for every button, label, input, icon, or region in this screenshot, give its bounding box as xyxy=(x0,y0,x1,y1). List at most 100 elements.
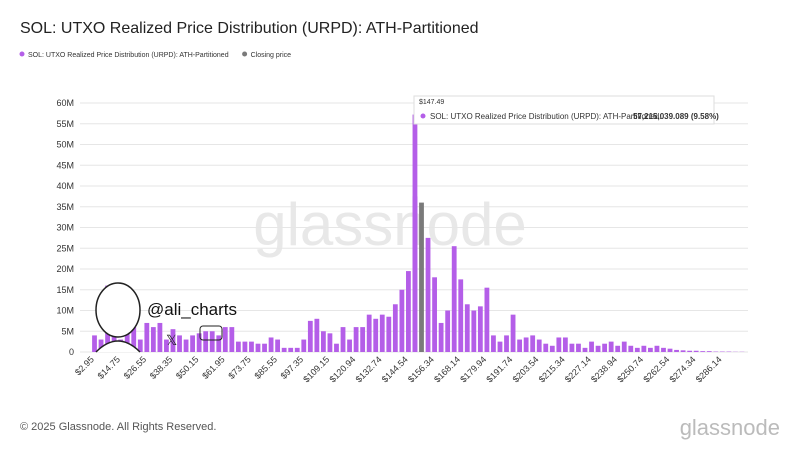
bar xyxy=(353,327,359,352)
footer: © 2025 Glassnode. All Rights Reserved. xyxy=(20,421,216,433)
footer-brand: glassnode xyxy=(680,415,780,440)
tooltip-dot xyxy=(420,113,426,119)
bar xyxy=(641,345,647,352)
bar xyxy=(170,329,176,352)
y-tick-label: 60M xyxy=(56,98,74,108)
bar xyxy=(471,310,477,352)
bar xyxy=(504,335,509,352)
tooltip-value: 57,215,039.089 (9.58%) xyxy=(633,112,719,121)
bar xyxy=(392,304,398,352)
chart-title: SOL: UTXO Realized Price Distribution (U… xyxy=(20,20,479,37)
legend-label: SOL: UTXO Realized Price Distribution (U… xyxy=(28,52,229,59)
bar xyxy=(621,341,627,352)
watermark: glassnode xyxy=(253,191,527,258)
bar xyxy=(314,318,320,352)
bar xyxy=(249,341,254,352)
bar xyxy=(131,327,137,352)
tooltip-text: SOL: UTXO Realized Price Distribution (U… xyxy=(430,112,661,121)
bar xyxy=(634,347,640,352)
y-tick-label: 30M xyxy=(56,223,74,233)
bar xyxy=(340,327,346,352)
tooltip-box xyxy=(413,95,715,125)
bar xyxy=(432,277,437,352)
y-tick-label: 45M xyxy=(56,160,74,170)
bar xyxy=(419,202,424,352)
x-icon: 𝕏 xyxy=(166,332,177,348)
bar xyxy=(693,350,699,352)
bar xyxy=(242,341,248,352)
bar xyxy=(674,349,679,352)
bar xyxy=(425,237,431,352)
y-tick-label: 55M xyxy=(56,119,74,129)
bar xyxy=(582,347,588,352)
bar xyxy=(517,339,522,352)
bar xyxy=(648,347,653,352)
bar xyxy=(334,343,339,352)
bar xyxy=(576,343,581,352)
bar xyxy=(530,335,536,352)
bar xyxy=(497,341,503,352)
bar xyxy=(556,337,562,352)
bar xyxy=(569,343,575,352)
bar xyxy=(562,337,568,352)
bar xyxy=(294,347,300,352)
youtube-icon xyxy=(199,325,223,341)
bar xyxy=(687,350,693,352)
y-tick-label: 50M xyxy=(56,140,74,150)
bar xyxy=(262,343,267,352)
avatar-body xyxy=(95,340,141,353)
bar xyxy=(589,341,594,352)
bar xyxy=(615,345,621,352)
bar xyxy=(667,348,673,352)
y-tick-label: 20M xyxy=(56,264,74,274)
bar xyxy=(281,347,287,352)
bar xyxy=(301,339,307,352)
bar xyxy=(92,335,97,352)
bar xyxy=(700,351,706,352)
bar xyxy=(458,279,464,352)
bar xyxy=(628,345,634,352)
bar xyxy=(203,331,209,352)
bar xyxy=(477,306,483,352)
bar xyxy=(661,347,666,352)
bar xyxy=(222,327,228,352)
bar xyxy=(209,331,215,352)
bar xyxy=(491,335,496,352)
bar xyxy=(523,337,529,352)
bar xyxy=(595,345,601,352)
bar xyxy=(183,339,189,352)
y-tick-label: 5M xyxy=(61,326,74,336)
bar xyxy=(386,316,392,352)
bar xyxy=(536,339,542,352)
legend-marker xyxy=(19,51,25,57)
bar xyxy=(98,339,104,352)
y-tick-label: 10M xyxy=(56,306,74,316)
bar xyxy=(229,327,235,352)
legend-label: Closing price xyxy=(251,52,292,59)
bar xyxy=(157,322,163,352)
bar xyxy=(608,341,614,352)
bar xyxy=(235,341,241,352)
tooltip: $147.49 SOL: UTXO Realized Price Distrib… xyxy=(413,95,719,125)
bar xyxy=(602,343,608,352)
bar xyxy=(373,318,379,352)
bar xyxy=(164,339,169,352)
legend: SOL: UTXO Realized Price Distribution (U… xyxy=(19,51,292,59)
bar xyxy=(464,304,470,352)
y-tick-label: 40M xyxy=(56,181,74,191)
bar xyxy=(451,246,457,352)
bar xyxy=(438,322,444,352)
bar xyxy=(196,333,202,352)
bar xyxy=(549,345,555,352)
bar xyxy=(484,287,490,352)
tooltip-category: $147.49 xyxy=(419,99,444,106)
bar xyxy=(654,345,660,352)
bar xyxy=(190,335,195,352)
legend-marker xyxy=(242,51,248,57)
bar xyxy=(406,271,411,352)
avatar: 𝕏 @ali_charts xyxy=(95,282,237,353)
bar xyxy=(216,335,222,352)
bar xyxy=(347,339,352,352)
